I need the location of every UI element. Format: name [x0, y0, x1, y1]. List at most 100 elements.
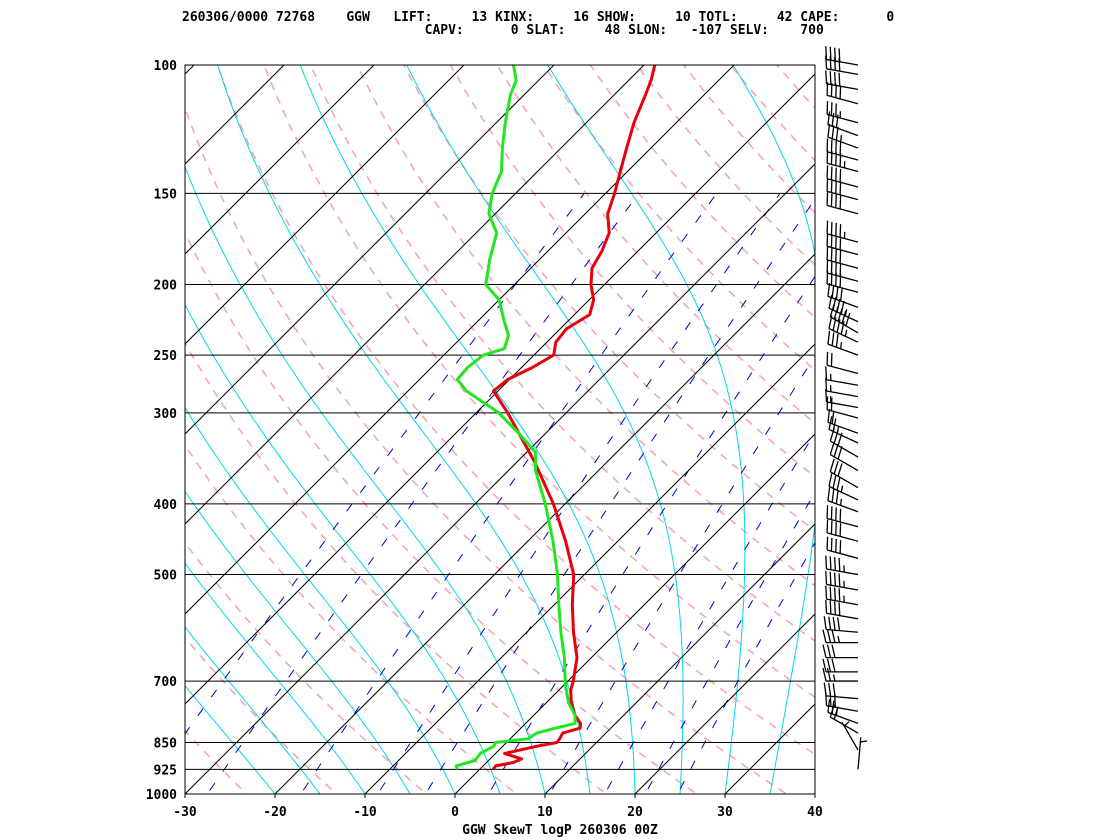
- wind-barb: [822, 644, 858, 659]
- wind-barb-staff: [826, 705, 859, 712]
- wind-barb: [828, 473, 859, 501]
- wind-barb-staff: [826, 190, 859, 201]
- wind-barb-feather: [834, 47, 836, 62]
- wind-barb-feather: [831, 488, 835, 503]
- wind-barb: [827, 699, 859, 724]
- wind-barb-staff: [826, 401, 859, 409]
- mixing-ratio-line: [644, 491, 815, 794]
- wind-barb-feather: [827, 123, 831, 138]
- wind-barb: [857, 737, 868, 770]
- wind-barb-feather: [829, 586, 832, 600]
- header-line-1: 260306/0000 72768 GGW LIFT: 13 KINX: 16 …: [182, 10, 894, 25]
- wind-barb-feather: [826, 629, 832, 643]
- wind-barb-staff: [826, 598, 859, 606]
- wind-barb-half-feather: [844, 309, 848, 316]
- pressure-tick-label: 700: [154, 675, 178, 690]
- wind-barb-staff: [826, 283, 859, 293]
- dry-adiabat: [930, 32, 1120, 810]
- wind-barb-staff: [828, 307, 859, 323]
- wind-barb-staff: [827, 711, 859, 724]
- wind-barb-staff: [829, 471, 859, 489]
- wind-barb: [826, 192, 859, 215]
- wind-barb-feather: [845, 312, 851, 326]
- wind-barb: [829, 303, 859, 334]
- wind-barb-staff: [827, 124, 859, 137]
- wind-barb-staff: [826, 58, 859, 66]
- wind-barb-feather: [832, 475, 837, 489]
- dry-adiabat: [309, 65, 815, 642]
- wind-barb-feather: [827, 111, 831, 125]
- dry-adiabat: [795, 32, 1120, 810]
- wind-barb-staff: [828, 485, 859, 501]
- wind-barb-feather: [822, 629, 827, 643]
- wind-barb-half-feather: [837, 636, 841, 643]
- wind-barb: [822, 667, 858, 682]
- wind-barb-feather: [829, 571, 832, 586]
- wind-barb-staff: [827, 343, 859, 356]
- wind-barb-staff: [826, 83, 859, 91]
- wind-barb-half-feather: [839, 498, 843, 506]
- wind-barb-feather: [822, 644, 827, 658]
- wind-barb-feather: [831, 658, 836, 673]
- dry-adiabat: [775, 65, 815, 110]
- wind-barb: [826, 138, 859, 161]
- moist-adiabat: [185, 303, 501, 794]
- isotherm: [185, 163, 815, 794]
- wind-barb-staff: [826, 233, 859, 243]
- temperature-tick-label: 20: [627, 805, 643, 820]
- wind-barb-feather: [825, 366, 828, 380]
- wind-barb: [825, 599, 859, 620]
- pressure-tick-label: 200: [154, 278, 178, 293]
- wind-barb: [823, 616, 859, 633]
- isotherm: [185, 65, 285, 165]
- wind-barb-feather: [825, 571, 828, 585]
- wind-barb: [828, 315, 859, 343]
- wind-barb-feather: [831, 629, 836, 643]
- wind-barb-feather: [826, 658, 832, 673]
- moist-adiabat: [185, 626, 321, 794]
- dry-adiabat: [403, 65, 815, 532]
- wind-barb-staff: [826, 245, 859, 256]
- dry-adiabat: [840, 32, 1120, 810]
- wind-barbs: [822, 46, 868, 770]
- isotherm: [454, 433, 815, 794]
- wind-barb-staff: [826, 695, 859, 700]
- wind-barb-feather: [831, 112, 835, 127]
- wind-barb-feather: [834, 587, 836, 601]
- wind-barb-feather: [838, 48, 841, 62]
- wind-barb-feather: [834, 601, 836, 615]
- wind-barb-feather: [835, 126, 839, 141]
- mixing-ratio-line: [604, 431, 815, 794]
- wind-barb-feather: [829, 556, 832, 570]
- wind-barb: [825, 555, 859, 576]
- wind-barb-staff: [827, 421, 859, 434]
- wind-barb-feather: [822, 658, 827, 673]
- wind-barb-staff: [826, 628, 859, 633]
- wind-barb-staff: [826, 364, 859, 375]
- mixing-ratio-line: [377, 193, 781, 794]
- isotherm: [185, 65, 465, 345]
- mixing-ratio-line: [185, 193, 585, 735]
- wind-barb: [825, 46, 859, 66]
- wind-barb-half-feather: [840, 485, 844, 493]
- isotherm: [634, 613, 815, 794]
- wind-barb-feather: [825, 46, 828, 60]
- wind-barb-staff: [826, 68, 859, 75]
- moist-adiabat: [185, 562, 366, 794]
- wind-barb-feather: [829, 46, 832, 61]
- wind-barb-feather: [825, 70, 828, 84]
- wind-barb-feather: [827, 487, 831, 501]
- wind-barb-half-feather: [839, 135, 843, 142]
- wind-barb-feather: [835, 490, 839, 504]
- moist-adiabat: [216, 65, 591, 794]
- dry-adiabat: [185, 541, 428, 794]
- wind-barb-feather: [829, 71, 832, 85]
- wind-barb-feather: [827, 330, 831, 345]
- moist-adiabat: [185, 684, 276, 794]
- pressure-tick-label: 925: [154, 763, 177, 778]
- wind-barb-feather: [838, 588, 841, 602]
- wind-barb-feather: [825, 599, 828, 614]
- wind-barb-feather: [840, 300, 845, 315]
- dry-adiabat: [635, 65, 815, 267]
